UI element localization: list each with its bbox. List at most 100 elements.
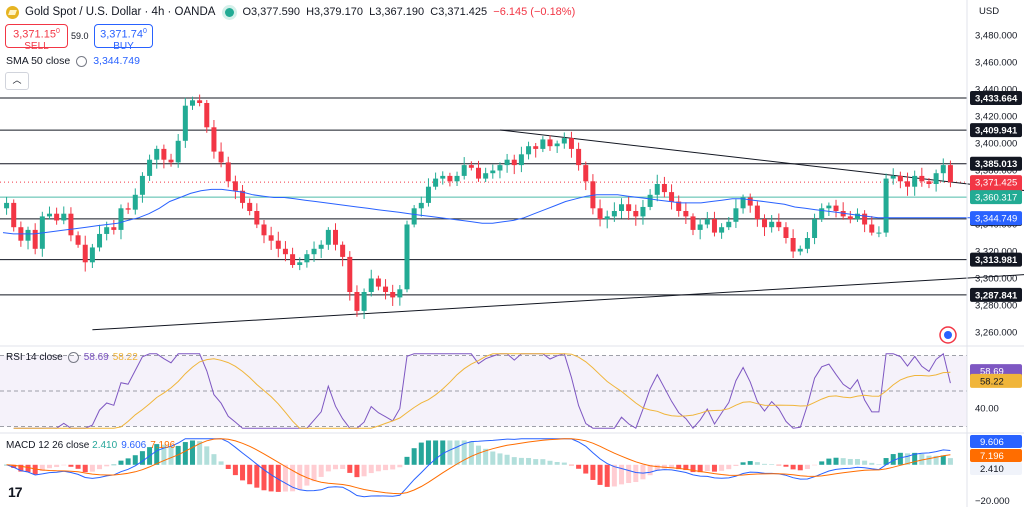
candle-body bbox=[890, 175, 896, 179]
macd-histogram-bar bbox=[247, 464, 253, 485]
candle-body bbox=[897, 175, 903, 182]
macd-histogram-bar bbox=[526, 457, 532, 465]
macd-histogram-bar bbox=[576, 464, 582, 469]
macd-histogram-bar bbox=[590, 464, 596, 480]
candle-body bbox=[797, 248, 803, 252]
candle-body bbox=[819, 208, 825, 220]
macd-histogram-bar bbox=[325, 464, 331, 472]
candle-body bbox=[104, 227, 110, 234]
macd-histogram-bar bbox=[919, 453, 925, 465]
candle-body bbox=[583, 165, 589, 182]
macd-histogram-bar bbox=[204, 446, 210, 465]
macd-value-label: 7.196 bbox=[980, 451, 1004, 462]
macd-histogram-bar bbox=[175, 445, 181, 465]
candle-body bbox=[511, 159, 517, 166]
candle-body bbox=[154, 148, 160, 160]
candle-body bbox=[790, 238, 796, 252]
candle-body bbox=[783, 227, 789, 238]
symbol-title[interactable]: Gold Spot / U.S. Dollar · 4h · OANDA bbox=[25, 6, 216, 18]
macd-histogram-bar bbox=[61, 464, 67, 466]
candle-body bbox=[661, 184, 667, 193]
macd-histogram-bar bbox=[139, 451, 145, 465]
candle-body bbox=[826, 205, 832, 209]
candle-body bbox=[383, 286, 389, 292]
macd-histogram-bar bbox=[461, 440, 467, 465]
macd-histogram-bar bbox=[46, 464, 52, 469]
macd-histogram-bar bbox=[340, 464, 346, 469]
price-tick-label: 3,440.000 bbox=[975, 85, 1017, 96]
macd-histogram-bar bbox=[318, 464, 324, 477]
candle-body bbox=[912, 175, 918, 187]
macd-histogram-bar bbox=[475, 445, 482, 465]
candle-body bbox=[654, 184, 660, 195]
candle-body bbox=[347, 256, 353, 292]
level-tag bbox=[970, 91, 1022, 106]
candle-body bbox=[297, 262, 303, 265]
candle-body bbox=[683, 211, 689, 217]
macd-histogram-bar bbox=[733, 464, 739, 466]
candle-body bbox=[876, 232, 882, 234]
macd-histogram-bar bbox=[819, 461, 825, 465]
candle-body bbox=[68, 213, 74, 236]
buy-button[interactable]: 3,371.740 BUY bbox=[94, 24, 153, 52]
macd-histogram-bar bbox=[189, 440, 195, 465]
price-tick-label: 3,380.000 bbox=[975, 166, 1017, 177]
candle-body bbox=[726, 221, 732, 228]
macd-legend[interactable]: MACD 12 26 close 2.410 9.606 7.196 bbox=[6, 440, 175, 451]
macd-histogram-bar bbox=[111, 464, 117, 466]
macd-histogram-bar bbox=[769, 464, 775, 465]
gold-logo-icon bbox=[6, 5, 19, 19]
rsi-legend[interactable]: RSI 14 close 58.69 58.22 bbox=[6, 352, 138, 363]
ideas-icon-dot bbox=[944, 331, 952, 339]
macd-histogram-bar bbox=[876, 464, 882, 465]
macd-histogram-bar bbox=[790, 464, 796, 470]
candle-body bbox=[704, 219, 710, 225]
macd-histogram-bar bbox=[533, 459, 539, 465]
candle-body bbox=[676, 201, 682, 211]
price-tick-label: 3,260.000 bbox=[975, 328, 1017, 339]
candle-body bbox=[747, 197, 753, 206]
candle-body bbox=[354, 292, 360, 311]
price-tag bbox=[970, 211, 1022, 226]
macd-histogram-bar bbox=[282, 464, 288, 492]
candle-body bbox=[940, 165, 946, 174]
sell-button[interactable]: 3,371.150 SELL bbox=[5, 24, 68, 52]
macd-histogram-bar bbox=[869, 462, 875, 465]
candle-body bbox=[862, 213, 868, 225]
candle-body bbox=[290, 254, 296, 265]
price-tick-label: 3,400.000 bbox=[975, 139, 1017, 150]
change-value: −6.145 (−0.18%) bbox=[493, 6, 576, 18]
candle-body bbox=[89, 247, 95, 263]
macd-histogram-bar bbox=[854, 458, 860, 465]
candle-body bbox=[883, 178, 889, 233]
buy-price-sup: 0 bbox=[142, 28, 147, 35]
candle-body bbox=[626, 204, 632, 211]
macd-histogram-bar bbox=[905, 453, 911, 465]
macd-histogram-bar bbox=[383, 464, 389, 471]
tradingview-logo-icon[interactable]: 17 bbox=[8, 484, 23, 500]
rsi-value-label: 58.69 bbox=[980, 367, 1004, 378]
macd-value-label: 9.606 bbox=[980, 437, 1004, 448]
macd-histogram-bar bbox=[926, 455, 932, 465]
macd-histogram-bar bbox=[154, 444, 160, 465]
candle-body bbox=[547, 139, 553, 147]
macd-value-label: 2.410 bbox=[980, 464, 1004, 475]
level-tag-label: 3,409.941 bbox=[975, 126, 1018, 137]
candle-body bbox=[490, 170, 496, 174]
rsi-settings-icon[interactable] bbox=[67, 352, 79, 363]
macd-hist-legend: 2.410 bbox=[92, 440, 118, 451]
candle-body bbox=[669, 192, 675, 202]
candle-body bbox=[46, 213, 52, 217]
collapse-chevron-icon[interactable]: ︿ bbox=[5, 72, 29, 90]
level-tag bbox=[970, 156, 1022, 171]
currency-label[interactable]: USD bbox=[979, 6, 1000, 17]
macd-value-tag bbox=[970, 462, 1022, 475]
macd-histogram-bar bbox=[619, 464, 625, 485]
candle-body bbox=[518, 154, 524, 166]
macd-histogram-bar bbox=[862, 460, 868, 465]
settings-icon[interactable] bbox=[76, 55, 88, 67]
sma-legend[interactable]: SMA 50 close 3,344.749 bbox=[6, 55, 140, 67]
candle-body bbox=[869, 224, 875, 233]
macd-histogram-bar bbox=[740, 462, 746, 465]
